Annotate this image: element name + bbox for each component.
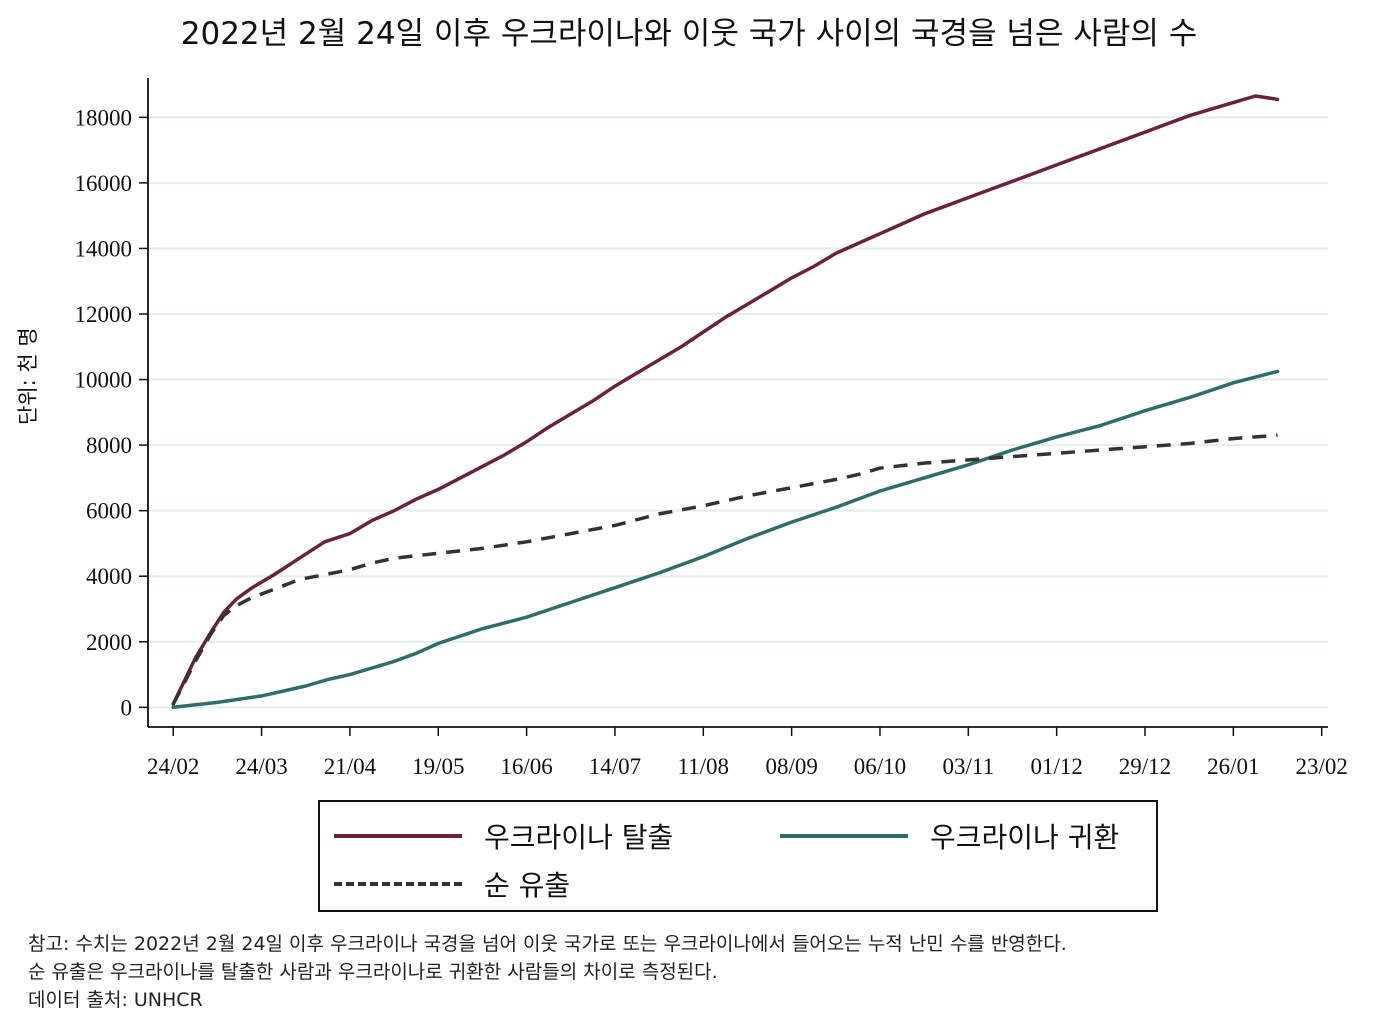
legend-swatch-exit <box>334 834 462 838</box>
legend-label-return: 우크라이나 귀환 <box>930 821 1120 854</box>
x-tick-label: 06/10 <box>854 754 906 779</box>
line-chart: 0 2000 4000 6000 8000 10000 12000 14000 16000 180… <box>75 78 1348 779</box>
note-line: 참고: 수치는 2022년 2월 24일 이후 우크라이나 국경을 넘어 이웃 … <box>28 933 1067 955</box>
y-tick-label: 14000 <box>75 236 133 261</box>
x-tick-label: 26/01 <box>1207 754 1259 779</box>
x-tick-label: 19/05 <box>412 754 464 779</box>
y-tick-label: 0 <box>121 695 133 720</box>
y-tick-label: 12000 <box>75 302 133 327</box>
y-tick-label: 10000 <box>75 368 133 393</box>
x-tick-label: 16/06 <box>500 754 552 779</box>
y-tick-label: 8000 <box>86 433 132 458</box>
y-tick-label: 6000 <box>86 499 132 524</box>
gridlines <box>148 116 1328 709</box>
y-tick-label: 4000 <box>86 564 132 589</box>
x-tick-label: 14/07 <box>589 754 641 779</box>
series-line-1 <box>171 369 1280 710</box>
legend-item-exit: 우크라이나 탈출 <box>334 816 673 856</box>
x-tick-label: 24/03 <box>235 754 287 779</box>
note-line: 데이터 출처: UNHCR <box>28 989 203 1011</box>
series-lines <box>171 94 1280 710</box>
legend: 우크라이나 탈출 우크라이나 귀환 순 유출 <box>318 800 1158 912</box>
series-line-2 <box>171 433 1278 705</box>
y-tick-label: 18000 <box>75 105 133 130</box>
note-line: 순 유출은 우크라이나를 탈출한 사람과 우크라이나로 귀환한 사람들의 차이로… <box>28 961 718 983</box>
x-tick-label: 24/02 <box>147 754 199 779</box>
x-tick-label: 21/04 <box>324 754 377 779</box>
legend-item-net: 순 유출 <box>334 864 570 904</box>
x-tick-label: 08/09 <box>765 754 817 779</box>
chart-title: 2022년 2월 24일 이후 우크라이나와 이웃 국가 사이의 국경을 넘은 … <box>180 16 1198 52</box>
x-tick-label: 29/12 <box>1119 754 1171 779</box>
legend-item-return: 우크라이나 귀환 <box>780 816 1119 856</box>
x-tick-label: 01/12 <box>1030 754 1082 779</box>
axes <box>147 78 1328 728</box>
legend-label-exit: 우크라이나 탈출 <box>484 821 674 854</box>
x-tick-label: 03/11 <box>943 754 995 779</box>
x-axis-ticks: 24/02 24/03 21/04 19/05 16/06 14/07 11/08 08/09… <box>147 727 1348 779</box>
y-axis-ticks: 0 2000 4000 6000 8000 10000 12000 14000 16000 180… <box>75 105 148 720</box>
y-tick-label: 2000 <box>86 630 132 655</box>
chart-notes: 참고: 수치는 2022년 2월 24일 이후 우크라이나 국경을 넘어 이웃 … <box>28 930 1067 1014</box>
legend-swatch-return <box>780 834 908 838</box>
x-tick-label: 11/08 <box>678 754 730 779</box>
legend-label-net: 순 유출 <box>484 869 571 902</box>
series-line-0 <box>171 94 1280 706</box>
legend-swatch-net <box>334 882 462 886</box>
x-tick-label: 23/02 <box>1295 754 1347 779</box>
y-tick-label: 16000 <box>75 171 133 196</box>
